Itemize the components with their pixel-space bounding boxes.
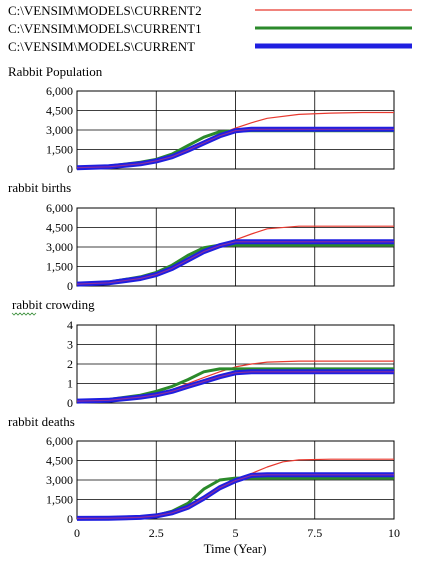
series-line xyxy=(76,371,394,402)
legend-label: C:\VENSIM\MODELS\CURRENT1 xyxy=(8,21,202,36)
x-tick-label: 7.5 xyxy=(307,526,322,540)
y-tick-label: 1,500 xyxy=(46,143,73,157)
x-tick-label: 10 xyxy=(388,526,400,540)
x-tick-label: 0 xyxy=(74,526,80,540)
panel-title: rabbit crowding xyxy=(12,297,95,312)
x-tick-label: 2.5 xyxy=(149,526,164,540)
y-tick-label: 4 xyxy=(67,318,73,332)
legend-label: C:\VENSIM\MODELS\CURRENT2 xyxy=(8,3,202,18)
y-tick-label: 6,000 xyxy=(46,84,73,98)
chart-panel: rabbit births 0 1,500 3,000 4,500 6,000 xyxy=(8,180,395,293)
chart-panel: Rabbit Population 0 1,500 3,000 4,500 6,000 xyxy=(8,64,395,176)
y-tick-label: 3,000 xyxy=(46,240,73,254)
y-tick-label: 0 xyxy=(67,512,73,526)
y-tick-label: 0 xyxy=(67,162,73,176)
y-tick-label: 3,000 xyxy=(46,123,73,137)
y-tick-label: 1 xyxy=(67,377,73,391)
chart-panel: rabbit deaths 0 1,500 3,000 4,500 6,000 xyxy=(8,414,395,526)
y-tick-label: 1,500 xyxy=(46,260,73,274)
legend-label: C:\VENSIM\MODELS\CURRENT xyxy=(8,39,195,54)
y-tick-label: 0 xyxy=(67,396,73,410)
y-tick-label: 3 xyxy=(67,338,73,352)
panel-title: rabbit deaths xyxy=(8,414,75,429)
y-tick-label: 3,000 xyxy=(46,473,73,487)
y-tick-label: 2 xyxy=(67,357,73,371)
plot-frame xyxy=(76,207,395,287)
series-line xyxy=(76,474,394,520)
panel-title: Rabbit Population xyxy=(8,64,103,79)
panel-title: rabbit births xyxy=(8,180,71,195)
series-line xyxy=(76,128,394,169)
y-tick-label: 6,000 xyxy=(46,434,73,448)
y-tick-label: 4,500 xyxy=(46,221,73,235)
chart-panel: rabbit crowding 0 1 2 3 4 xyxy=(11,297,395,410)
y-tick-label: 1,500 xyxy=(46,493,73,507)
y-tick-label: 0 xyxy=(67,279,73,293)
series-line xyxy=(76,241,394,285)
plot-frame xyxy=(76,324,395,404)
x-tick-label: 5 xyxy=(233,526,239,540)
x-axis-title: Time (Year) xyxy=(204,541,267,556)
y-tick-label: 4,500 xyxy=(46,454,73,468)
plot-frame xyxy=(76,440,395,520)
spellcheck-squiggle xyxy=(11,312,37,316)
y-tick-label: 4,500 xyxy=(46,104,73,118)
y-tick-label: 6,000 xyxy=(46,201,73,215)
